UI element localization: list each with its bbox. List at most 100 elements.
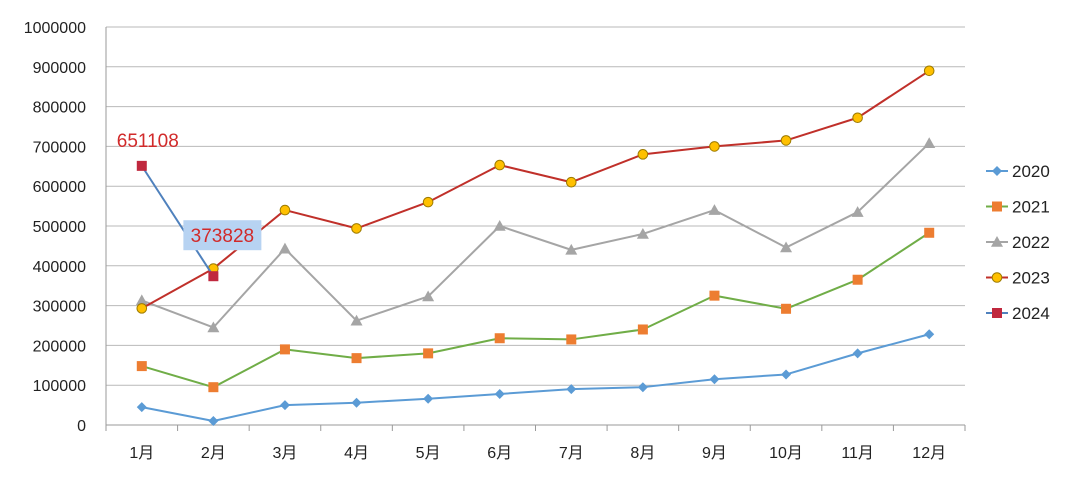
data-point-2023 [565,176,577,188]
legend-label: 2023 [1012,269,1050,288]
data-labels: 651108 373828 [117,131,262,251]
x-tick-label: 10月 [769,445,803,462]
data-point-2021 [136,361,147,372]
data-point-2021 [637,324,648,335]
data-label: 373828 [191,226,254,247]
data-point-2023 [351,223,362,234]
data-point-2020 [136,402,147,413]
data-point-2020 [279,400,290,411]
x-tick-label: 4月 [344,445,369,462]
legend-marker [992,308,1002,318]
data-point-2022 [493,220,506,231]
data-point-2023 [494,159,506,171]
y-tick-label: 0 [77,418,86,435]
legend-item-2022: 2022 [986,233,1050,252]
y-tick-label: 100000 [33,378,86,395]
y-tick-label: 700000 [33,139,86,156]
series-line-2023 [141,69,930,310]
data-point-2022 [278,242,291,254]
series-2020 [136,329,935,427]
legend: 2020 2021 2022 2023 2024 [986,162,1050,323]
data-point-2022 [923,137,936,149]
data-point-2023 [923,65,935,77]
data-point-2022 [780,241,793,253]
x-tick-label: 12月 [912,445,946,462]
data-point-2022 [207,321,220,333]
data-point-2020 [637,382,648,393]
data-point-2020 [208,416,219,427]
legend-marker [992,201,1002,212]
data-point-2022 [851,206,864,217]
axes: 0 100000 200000 300000 400000 500000 600000 700… [24,20,966,462]
series-2024 [136,160,219,282]
x-tick-label: 5月 [416,445,441,462]
legend-label: 2020 [1012,162,1050,181]
y-tick-label: 200000 [33,338,86,355]
data-point-2021 [494,333,505,344]
x-tick-label: 1月 [129,445,154,462]
series-2023 [136,65,935,314]
series-2021 [136,227,935,393]
data-point-2022 [350,314,363,326]
y-tick-label: 600000 [33,179,86,196]
data-point-2020 [351,397,362,408]
x-tick-label: 11月 [841,445,874,462]
x-tick-label: 3月 [273,445,298,462]
x-tick-label: 7月 [559,445,584,462]
data-point-2023 [637,149,649,160]
data-point-2023 [709,141,720,152]
data-point-2021 [208,382,219,393]
data-point-2021 [279,344,290,355]
series-line-2024 [140,165,215,277]
x-tick-label: 2月 [201,445,226,462]
data-point-2021 [709,290,720,301]
legend-item-2020: 2020 [986,162,1050,181]
data-point-2020 [494,388,505,399]
legend-label: 2021 [1012,198,1050,217]
data-label: 651108 [117,131,179,152]
y-tick-label: 500000 [33,219,86,236]
legend-item-2024: 2024 [986,304,1050,323]
data-point-2020 [924,329,935,340]
data-point-2024 [208,271,219,282]
legend-item-2023: 2023 [986,269,1050,288]
data-point-2020 [781,369,792,380]
legend-label: 2022 [1012,233,1050,252]
series-line-2020 [141,333,930,423]
series-line-2022 [141,142,930,329]
legend-label: 2024 [1012,304,1050,323]
data-point-2023 [279,204,291,216]
data-point-2022 [708,204,721,215]
y-tick-label: 300000 [33,299,86,316]
data-point-2021 [351,353,362,364]
data-point-2023 [852,112,863,124]
data-point-2021 [781,303,792,314]
data-point-2020 [566,384,577,395]
data-point-2024 [136,160,147,171]
data-point-2021 [423,348,434,359]
series-line-2021 [141,231,930,389]
data-point-2022 [422,290,435,302]
data-point-2021 [852,274,863,285]
data-point-2020 [423,393,434,404]
data-point-2020 [852,348,863,359]
y-tick-label: 800000 [33,100,86,117]
data-point-2020 [709,374,720,385]
data-point-2021 [566,334,577,345]
series-2022 [135,137,936,333]
data-point-2022 [135,294,148,306]
data-point-2022 [565,243,578,255]
y-tick-label: 1000000 [24,20,86,37]
data-point-2023 [780,135,792,146]
legend-marker [991,272,1003,283]
y-tick-label: 900000 [33,60,86,77]
x-tick-label: 9月 [702,445,727,462]
legend-marker [991,236,1003,247]
data-point-2023 [422,196,434,208]
legend-item-2021: 2021 [986,198,1050,217]
x-tick-label: 8月 [630,445,655,462]
data-point-2022 [636,227,649,239]
data-point-2021 [924,227,935,238]
